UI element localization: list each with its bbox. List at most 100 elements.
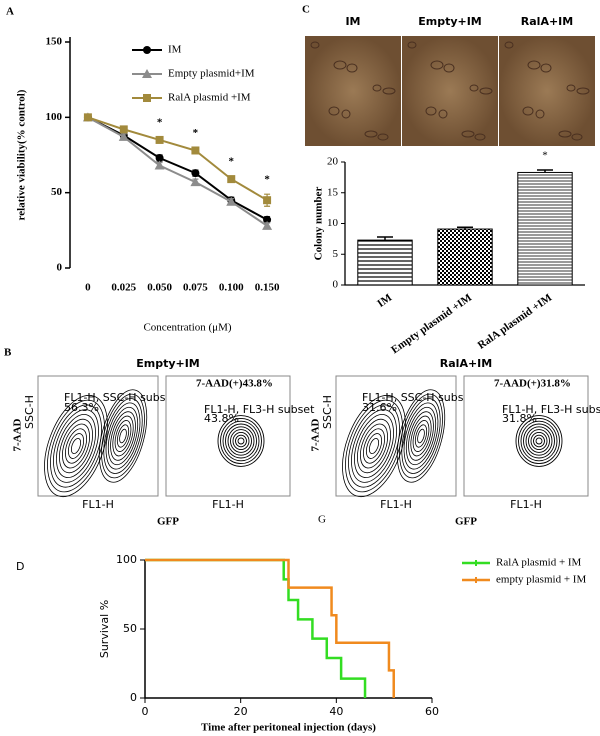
colony: [425, 106, 437, 116]
contour: [67, 433, 85, 459]
x-tick-label: 40: [329, 705, 343, 718]
contour: [354, 414, 394, 478]
colony: [407, 41, 417, 49]
colony: [522, 106, 534, 116]
contour: [362, 428, 386, 464]
contour: [523, 423, 555, 459]
colony: [333, 60, 347, 70]
colony: [479, 87, 493, 95]
marker: [190, 177, 201, 187]
survival-curve: [145, 558, 367, 698]
contour: [515, 415, 563, 467]
marker: [263, 215, 272, 224]
contour: [237, 437, 245, 445]
flow-axis: FL1-H: [380, 498, 412, 511]
bar: [357, 239, 413, 286]
colony: [566, 84, 576, 92]
legend-label: RalA plasmid + IM: [496, 557, 582, 569]
marker: [143, 94, 151, 102]
contour: [119, 428, 127, 444]
marker: [155, 154, 164, 163]
flow-xlabel: GFP: [157, 516, 179, 528]
micrograph: [305, 36, 401, 146]
contour: [342, 394, 406, 498]
marker: [191, 169, 200, 178]
contour: [520, 420, 558, 462]
contour: [103, 398, 143, 474]
colony: [438, 109, 448, 119]
flow-axis: FL1-H: [212, 498, 244, 511]
contour: [217, 415, 265, 467]
marker: [143, 46, 151, 54]
marker: [227, 175, 236, 184]
colony: [310, 41, 320, 49]
gate-label: FL1-H, FL3-H subset: [204, 403, 315, 416]
y-axis-label: relative viability(% control): [16, 89, 28, 220]
contour: [62, 423, 90, 469]
x-tick-label: 0.075: [183, 282, 208, 294]
contour: [405, 406, 437, 466]
significance: *: [264, 174, 270, 186]
image-label: RalA+IM: [521, 15, 573, 28]
colony: [535, 109, 545, 119]
micrograph: [402, 36, 498, 146]
contour: [528, 429, 550, 453]
contour: [533, 434, 545, 448]
y-tick-label: 0: [57, 262, 63, 274]
contour: [227, 426, 255, 456]
survival-curve: [145, 558, 395, 698]
flow-axis: SSC-H: [321, 395, 334, 429]
y-tick-label: 50: [51, 186, 63, 198]
y-tick-label: 50: [123, 622, 137, 635]
error-bar: [537, 169, 553, 173]
gate-label: FL1-H, SSC-H subset: [362, 391, 475, 404]
panel-label: C: [302, 4, 310, 16]
image-label: Empty+IM: [418, 15, 482, 28]
contour: [225, 423, 257, 459]
y-tick-label: 5: [333, 248, 339, 260]
colony: [430, 60, 444, 70]
contour: [414, 424, 428, 448]
significance: *: [193, 127, 199, 139]
contour: [114, 420, 132, 452]
marker: [191, 146, 200, 155]
marker: [155, 135, 164, 144]
contour: [401, 398, 441, 474]
x-tick-label: 0: [85, 282, 91, 294]
contour: [408, 411, 434, 461]
contour: [412, 420, 430, 452]
significance: *: [542, 150, 548, 162]
panel-label: B: [4, 347, 12, 359]
colony: [364, 130, 378, 138]
contour: [70, 437, 82, 455]
colony: [571, 133, 583, 141]
stray-label: G: [318, 514, 326, 526]
contour: [357, 418, 391, 474]
contour: [64, 428, 88, 464]
y-tick-label: 0: [333, 279, 339, 291]
marker: [226, 196, 237, 206]
contour: [417, 428, 425, 444]
contour: [105, 402, 141, 470]
y-tick-label: 10: [327, 217, 339, 229]
x-tick-label: IM: [375, 291, 394, 310]
colony: [372, 84, 382, 92]
contour: [222, 420, 260, 462]
x-tick-label: RalA plasmid +IM: [476, 291, 555, 351]
contour: [368, 437, 380, 455]
y-tick-label: 15: [327, 186, 339, 198]
flow-plot: [165, 375, 291, 497]
micrograph: [499, 36, 595, 146]
contour: [101, 393, 145, 479]
colony: [504, 41, 514, 49]
error-bar: [377, 236, 393, 241]
flow-axis: FL1-H: [82, 498, 114, 511]
colony: [527, 60, 541, 70]
y-axis-label: Colony number: [313, 187, 325, 261]
x-tick-label: Empty plasmid +IM: [389, 291, 475, 356]
error-bar: [457, 226, 473, 230]
flow-title: Empty+IM: [136, 357, 200, 370]
gate-pct: 56.3%: [64, 401, 99, 414]
marker: [263, 196, 272, 205]
contour: [403, 402, 439, 470]
